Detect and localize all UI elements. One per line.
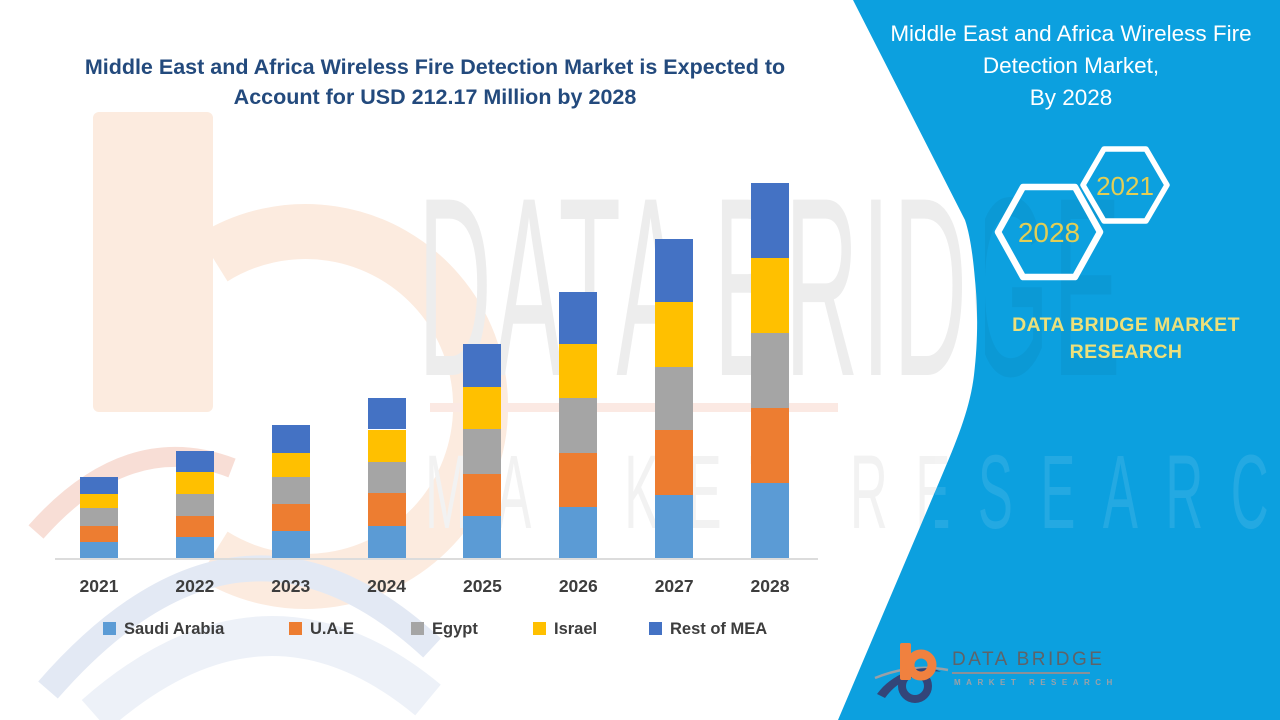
legend-swatch-icon bbox=[649, 622, 662, 635]
bar-segment-2021-saudi-arabia bbox=[80, 542, 118, 558]
legend-label: Israel bbox=[554, 620, 598, 638]
legend-item-rest-of-mea: Rest of MEA bbox=[649, 620, 768, 638]
x-axis-label-2026: 2026 bbox=[558, 576, 598, 596]
bar-segment-2022-egypt bbox=[175, 493, 214, 516]
legend-swatch-icon bbox=[411, 622, 424, 635]
watermark-logo-bar-icon bbox=[93, 112, 213, 412]
bar-segment-2023-saudi-arabia bbox=[271, 531, 310, 558]
bar-segment-2022-u-a-e bbox=[175, 515, 214, 538]
bar-segment-2027-egypt bbox=[655, 366, 694, 430]
x-axis-label-2027: 2027 bbox=[654, 576, 694, 596]
bar-segment-2026-saudi-arabia bbox=[559, 506, 598, 558]
bar-segment-2027-israel bbox=[655, 301, 694, 367]
legend-swatch-icon bbox=[533, 622, 546, 635]
bar-segment-2024-rest-of-mea bbox=[367, 397, 406, 430]
legend-item-israel: Israel bbox=[533, 620, 598, 638]
hexagon-2021-icon bbox=[1080, 146, 1170, 224]
panel-title-line2: Detection Market, bbox=[982, 53, 1160, 78]
bar-segment-2027-u-a-e bbox=[655, 429, 694, 495]
x-axis-label-2021: 2021 bbox=[79, 576, 119, 596]
legend-label: U.A.E bbox=[310, 620, 355, 638]
panel-title-line1: Middle East and Africa Wireless Fire bbox=[890, 21, 1252, 46]
bar-segment-2027-rest-of-mea bbox=[655, 238, 694, 302]
bar-segment-2028-saudi-arabia bbox=[751, 483, 790, 558]
legend-item-egypt: Egypt bbox=[411, 620, 478, 638]
bar-segment-2025-egypt bbox=[463, 428, 502, 474]
chart-headline-line1: Middle East and Africa Wireless Fire Det… bbox=[84, 55, 786, 79]
bar-segment-2021-egypt bbox=[80, 507, 118, 526]
x-axis-label-2025: 2025 bbox=[462, 576, 502, 596]
bar-segment-2025-israel bbox=[463, 386, 502, 429]
brand-text-line2: RESEARCH bbox=[1069, 341, 1183, 363]
legend-item-u-a-e: U.A.E bbox=[289, 620, 355, 638]
x-axis-label-2022: 2022 bbox=[175, 576, 215, 596]
legend-label: Egypt bbox=[432, 620, 478, 638]
legend-swatch-icon bbox=[289, 622, 302, 635]
bar-segment-2024-u-a-e bbox=[367, 492, 406, 526]
bar-segment-2027-saudi-arabia bbox=[655, 494, 694, 558]
bar-segment-2024-egypt bbox=[367, 462, 406, 493]
legend-label: Rest of MEA bbox=[670, 620, 768, 638]
hexagon-2028-icon bbox=[994, 183, 1104, 281]
bar-segment-2023-rest-of-mea bbox=[271, 424, 310, 453]
x-axis-line bbox=[55, 558, 818, 560]
legend-swatch-icon bbox=[103, 622, 116, 635]
x-axis-label-2028: 2028 bbox=[750, 576, 790, 596]
bar-segment-2025-saudi-arabia bbox=[463, 515, 502, 558]
bar-segment-2023-u-a-e bbox=[271, 503, 310, 532]
panel-title: Middle East and Africa Wireless Fire Det… bbox=[872, 18, 1270, 114]
bar-segment-2022-rest-of-mea bbox=[175, 451, 214, 472]
legend-label: Saudi Arabia bbox=[124, 620, 225, 638]
bar-segment-2025-u-a-e bbox=[463, 473, 502, 516]
chart-headline-line2: Account for USD 212.17 Million by 2028 bbox=[233, 85, 637, 109]
bar-segment-2026-u-a-e bbox=[559, 452, 598, 507]
bar-segment-2026-egypt bbox=[559, 397, 598, 453]
bar-segment-2024-israel bbox=[367, 429, 406, 463]
hexagon-2028-label: 2028 bbox=[1018, 217, 1080, 248]
bar-segment-2021-israel bbox=[80, 494, 118, 508]
bar-segment-2028-u-a-e bbox=[751, 407, 790, 484]
bar-segment-2026-israel bbox=[559, 344, 598, 398]
brand-text-line1: DATA BRIDGE MARKET bbox=[1012, 314, 1240, 336]
bar-segment-2028-egypt bbox=[751, 333, 790, 408]
bar-segment-2028-rest-of-mea bbox=[751, 182, 790, 258]
bar-segment-2024-saudi-arabia bbox=[367, 525, 406, 558]
hexagon-2021-label: 2021 bbox=[1096, 171, 1154, 201]
chart-headline: Middle East and Africa Wireless Fire Det… bbox=[40, 52, 830, 112]
legend-item-saudi-arabia: Saudi Arabia bbox=[103, 620, 225, 638]
bar-segment-2023-egypt bbox=[271, 477, 310, 504]
brand-text: DATA BRIDGE MARKET RESEARCH bbox=[940, 312, 1280, 366]
logo-orange-bowl-icon bbox=[905, 649, 937, 681]
bar-segment-2028-israel bbox=[751, 257, 790, 334]
panel-title-line3: By 2028 bbox=[1029, 85, 1113, 110]
bar-segment-2023-israel bbox=[271, 453, 310, 478]
footer-logo-underline bbox=[952, 672, 1090, 674]
bar-segment-2026-rest-of-mea bbox=[559, 291, 598, 345]
footer-logo-subtitle: MARKET RESEARCH bbox=[954, 678, 1118, 687]
footer-logo-name: DATA BRIDGE bbox=[952, 649, 1105, 670]
bar-segment-2021-rest-of-mea bbox=[80, 477, 118, 494]
bar-segment-2021-u-a-e bbox=[80, 525, 118, 543]
x-axis-label-2024: 2024 bbox=[367, 576, 407, 596]
teal-panel-background bbox=[838, 0, 1280, 720]
x-axis-label-2023: 2023 bbox=[271, 576, 311, 596]
watermark-accent-band bbox=[430, 403, 838, 412]
bar-segment-2022-saudi-arabia bbox=[175, 537, 214, 558]
bar-segment-2022-israel bbox=[175, 471, 214, 494]
watermark-ghost-line2: MARKET RESEARCH bbox=[935, 440, 1280, 551]
watermark-swoosh-blue-icon bbox=[38, 555, 441, 699]
watermark-swoosh-blue2-icon bbox=[81, 616, 441, 720]
bar-segment-2025-rest-of-mea bbox=[463, 343, 502, 387]
